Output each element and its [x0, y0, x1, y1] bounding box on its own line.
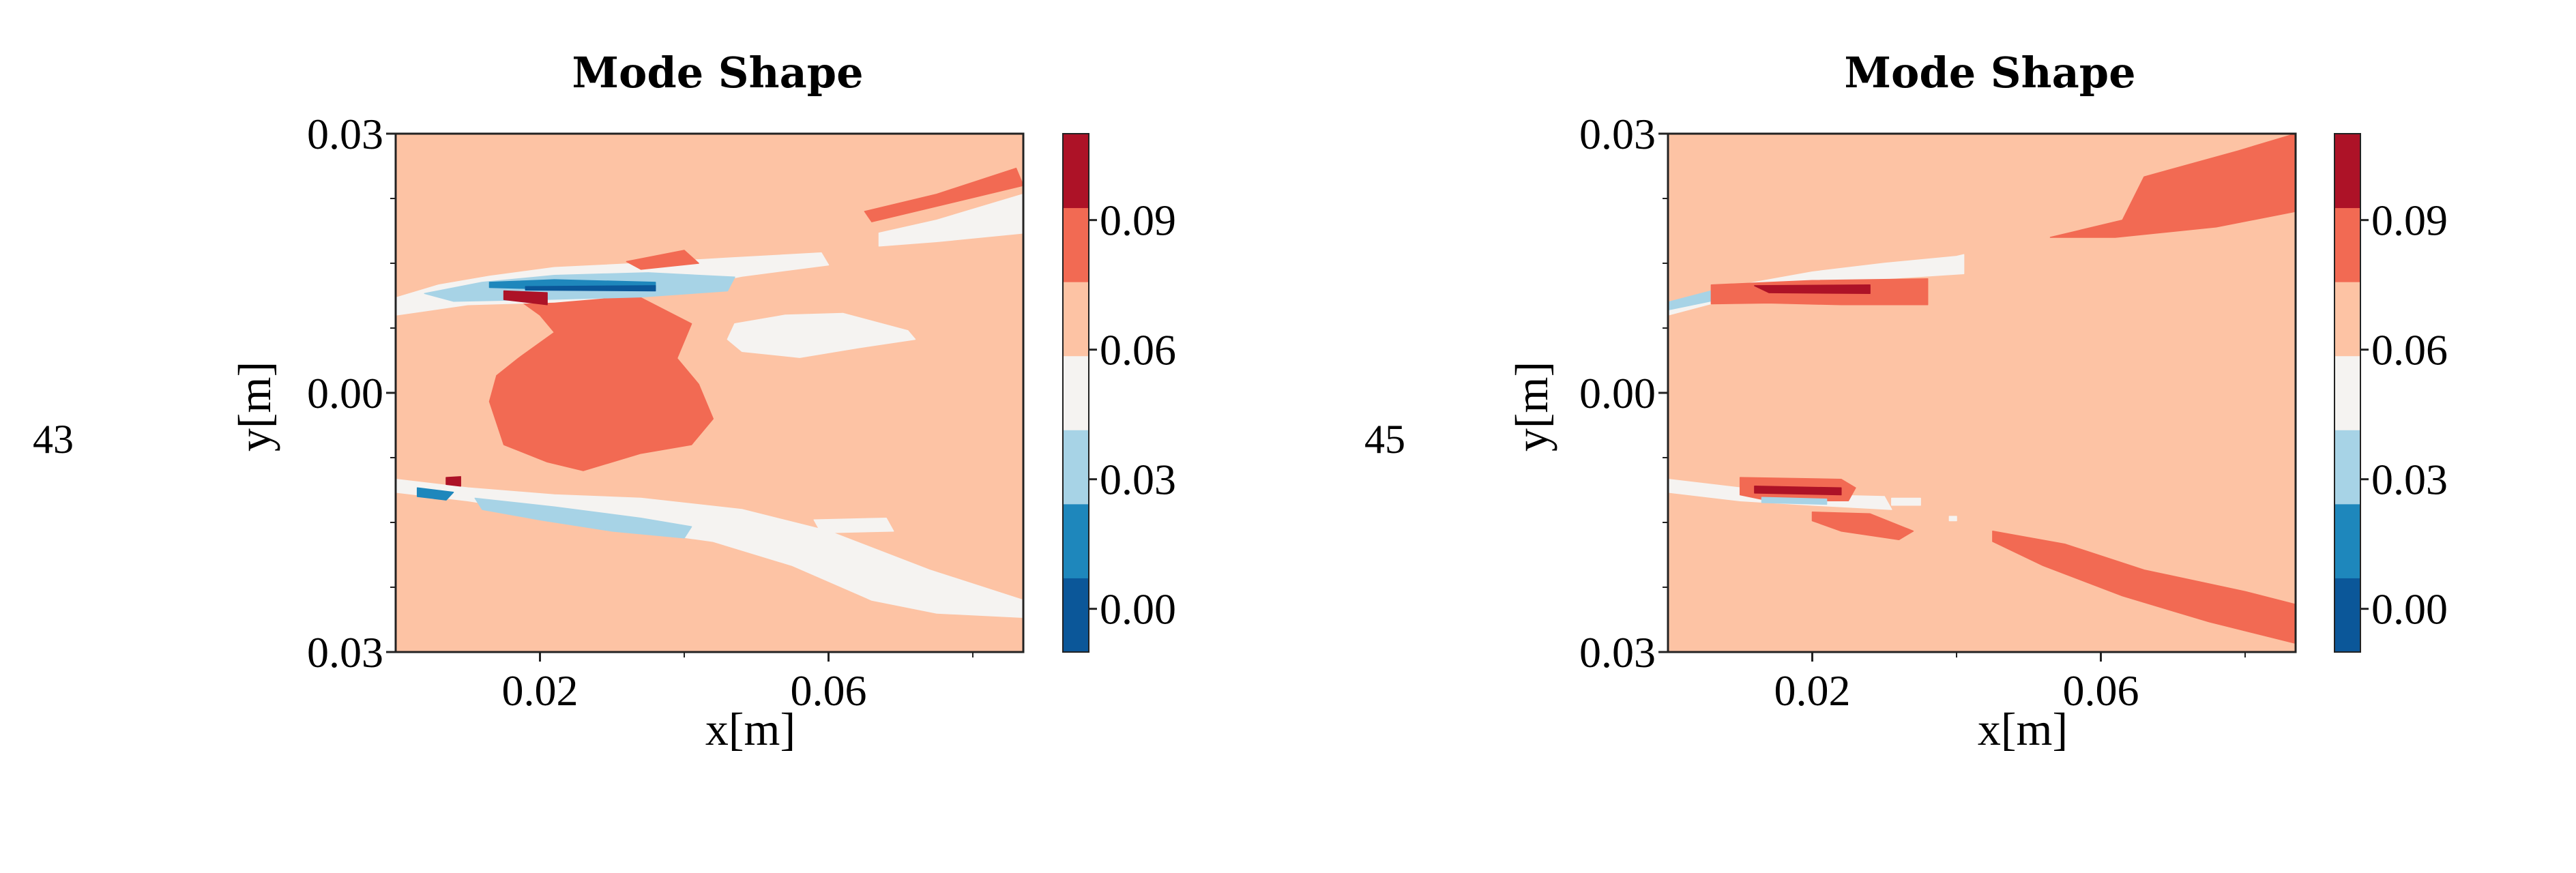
colorbar-tick-label: 0.06: [1100, 326, 1176, 374]
y-tick-label: 0.00: [307, 369, 383, 417]
x-axis-label: x[m]: [1978, 703, 2068, 755]
colorbar-frame: [1062, 133, 1089, 653]
panel-number: 45: [1364, 417, 1405, 462]
heatmap-plot-area: [396, 134, 1023, 652]
contour-region: [1891, 497, 1921, 506]
y-tick-label: 0.03: [307, 628, 383, 677]
colorbar-segment: [2334, 282, 2360, 357]
colorbar-segment: [2334, 207, 2360, 282]
colorbar-segment: [2334, 430, 2360, 505]
x-axis-label: x[m]: [705, 703, 795, 755]
contour-region: [445, 476, 461, 487]
contour-region: [416, 487, 454, 501]
contour-region: [1811, 512, 1914, 541]
contour-region: [488, 288, 714, 471]
colorbar-tick-label: 0.00: [2371, 585, 2448, 634]
y-axis-label: y[m]: [1506, 361, 1557, 452]
contour-region: [1754, 486, 1842, 496]
panel-43: 43 Mode Shape 0.03 0.00 0.03 0.02 0.06 x[m]…: [33, 48, 1176, 755]
colorbar-segment: [1063, 282, 1089, 357]
colorbar-frame: [2334, 133, 2361, 653]
x-tick-label: 0.06: [790, 666, 866, 715]
contour-region: [1992, 530, 2296, 645]
panel-45: 45 Mode Shape 0.03 0.00 0.03 0.02 0.06 x[m]…: [1364, 48, 2448, 755]
y-tick-label: 0.03: [1579, 628, 1656, 677]
contour-region: [813, 517, 894, 533]
colorbar-tick-label: 0.09: [1100, 196, 1176, 245]
y-axis-label: y[m]: [229, 361, 280, 452]
x-tick-label: 0.02: [501, 666, 578, 715]
contour-region: [2049, 134, 2296, 238]
heatmap-plot-area: [1668, 134, 2296, 652]
colorbar-segment: [1063, 430, 1089, 505]
x-tick-label: 0.06: [2062, 666, 2139, 715]
colorbar-segment: [1063, 578, 1089, 653]
colorbar-segment: [2334, 578, 2360, 653]
contour-region: [727, 312, 916, 358]
colorbar-tick-label: 0.03: [2371, 456, 2448, 504]
contour-region: [1948, 516, 1957, 522]
contour-region: [1761, 497, 1828, 505]
colorbar-segment: [1063, 355, 1089, 430]
contour-region: [503, 290, 548, 306]
chart-title: Mode Shape: [572, 48, 863, 98]
y-axis-ticks: 0.03 0.00 0.03: [1579, 110, 1668, 677]
colorbar-segment: [1063, 503, 1089, 578]
contour-region: [878, 193, 1023, 247]
colorbar-tick-label: 0.03: [1100, 456, 1176, 504]
colorbar-tick-label: 0.06: [2371, 326, 2448, 374]
contour-region: [474, 497, 692, 539]
colorbar-segment: [2334, 503, 2360, 578]
contour-region: [1754, 284, 1871, 295]
y-tick-label: 0.03: [307, 110, 383, 158]
colorbar-segment: [2334, 355, 2360, 430]
contour-region: [864, 167, 1023, 222]
colorbar: 0.00 0.03 0.06 0.09: [2334, 133, 2448, 653]
y-tick-label: 0.03: [1579, 110, 1656, 158]
colorbar: 0.00 0.03 0.06 0.09: [1062, 133, 1176, 653]
colorbar-segment: [2334, 134, 2360, 209]
colorbar-segment: [1063, 207, 1089, 282]
x-axis-ticks: 0.02 0.06: [1774, 652, 2246, 715]
colorbar-segment: [1063, 134, 1089, 209]
contour-region: [626, 250, 699, 270]
x-tick-label: 0.02: [1774, 666, 1850, 715]
x-axis-ticks: 0.02 0.06: [501, 652, 974, 715]
chart-title: Mode Shape: [1844, 48, 2135, 98]
y-axis-ticks: 0.03 0.00 0.03: [307, 110, 396, 677]
panel-number: 43: [33, 417, 74, 462]
contour-region: [525, 285, 656, 292]
y-tick-label: 0.00: [1579, 369, 1656, 417]
colorbar-tick-label: 0.00: [1100, 585, 1176, 634]
colorbar-tick-label: 0.09: [2371, 196, 2448, 245]
